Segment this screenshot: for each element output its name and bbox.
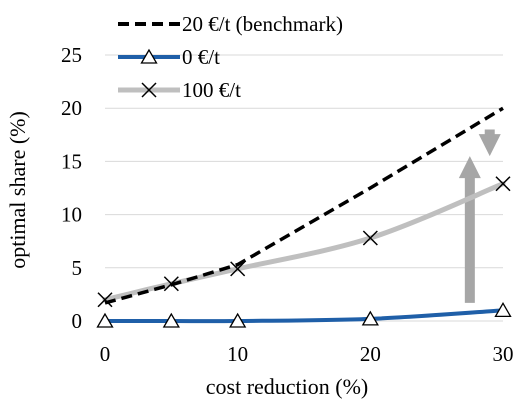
x-tick-label: 20 — [360, 342, 381, 366]
legend-item: 0 €/t — [118, 45, 220, 69]
x-axis-label: cost reduction (%) — [206, 374, 369, 399]
x-tick-label: 0 — [100, 342, 111, 366]
gridlines — [105, 54, 503, 269]
y-tick-label: 15 — [61, 149, 82, 173]
legend-label: 0 €/t — [182, 45, 220, 69]
series-line-1 — [103, 308, 505, 324]
data-point-marker — [230, 261, 246, 277]
data-point-marker — [362, 230, 378, 246]
arrow-up-annotation — [458, 156, 481, 303]
data-point-marker — [361, 310, 379, 326]
legend-item: 20 €/t (benchmark) — [118, 12, 343, 36]
arrow-down-annotation — [478, 129, 501, 157]
series-group — [96, 106, 512, 328]
data-point-marker — [162, 312, 180, 328]
legend-marker — [141, 82, 157, 98]
y-tick-label: 5 — [72, 256, 83, 280]
x-tick-label: 10 — [227, 342, 248, 366]
data-point-marker — [97, 292, 113, 308]
legend-item: 100 €/t — [118, 78, 241, 102]
data-point-marker — [495, 176, 511, 192]
tick-labels: 0 5 10 15 20 25 0 10 20 30 — [61, 43, 514, 366]
legend-label: 100 €/t — [182, 78, 241, 102]
series-line-2 — [102, 181, 506, 303]
data-point-marker — [96, 312, 114, 328]
y-tick-label: 20 — [61, 96, 82, 120]
legend-label: 20 €/t (benchmark) — [182, 12, 343, 36]
data-point-marker — [494, 302, 512, 318]
y-tick-label: 25 — [61, 43, 82, 67]
y-axis-label: optimal share (%) — [5, 111, 30, 269]
y-tick-label: 10 — [61, 203, 82, 227]
legend-marker — [140, 48, 158, 64]
series-line-0 — [104, 106, 504, 305]
data-point-marker — [229, 312, 247, 328]
legend: 20 €/t (benchmark) 0 €/t 100 €/t — [118, 12, 343, 102]
annotation-arrows — [458, 129, 501, 303]
y-tick-label: 0 — [72, 309, 83, 333]
x-tick-label: 30 — [493, 342, 514, 366]
